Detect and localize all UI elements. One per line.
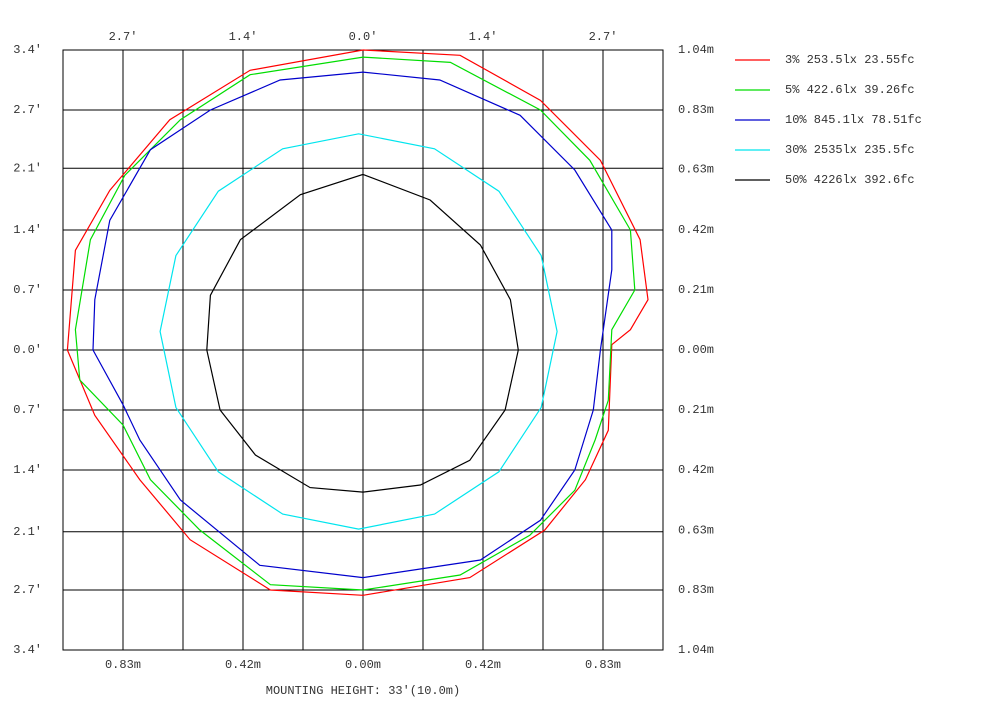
x2-tick-label: 0.83m: [585, 658, 621, 672]
x-tick-label: 0.0': [349, 30, 378, 44]
isolux-contour: [92, 71, 613, 579]
y2-tick-label: 0.83m: [678, 583, 714, 597]
y2-tick-label: 0.21m: [678, 403, 714, 417]
x2-tick-label: 0.42m: [225, 658, 261, 672]
legend-label: 3% 253.5lx 23.55fc: [785, 53, 915, 67]
y2-tick-label: 0.42m: [678, 463, 714, 477]
legend-label: 30% 2535lx 235.5fc: [785, 143, 915, 157]
y-tick-label: 0.7': [13, 283, 42, 297]
y-tick-label: 2.1': [13, 161, 42, 175]
y2-tick-label: 0.42m: [678, 223, 714, 237]
x-axis-label: MOUNTING HEIGHT: 33'(10.0m): [266, 684, 460, 698]
x2-tick-label: 0.00m: [345, 658, 381, 672]
isolux-contour: [74, 56, 636, 591]
x2-tick-label: 0.42m: [465, 658, 501, 672]
y2-tick-label: 0.00m: [678, 343, 714, 357]
x-tick-label: 2.7': [589, 30, 618, 44]
y2-tick-label: 1.04m: [678, 43, 714, 57]
y-tick-label: 0.0': [13, 343, 42, 357]
y-tick-label: 1.4': [13, 463, 42, 477]
y2-tick-label: 0.21m: [678, 283, 714, 297]
y-tick-label: 3.4': [13, 43, 42, 57]
legend-label: 5% 422.6lx 39.26fc: [785, 83, 915, 97]
y2-tick-label: 0.63m: [678, 524, 714, 538]
x2-tick-label: 0.83m: [105, 658, 141, 672]
y-tick-label: 3.4': [13, 643, 42, 657]
y-tick-label: 0.7': [13, 403, 42, 417]
y2-tick-label: 1.04m: [678, 643, 714, 657]
x-tick-label: 1.4': [469, 30, 498, 44]
x-tick-label: 1.4': [229, 30, 258, 44]
y2-tick-label: 0.63m: [678, 163, 714, 177]
legend-label: 50% 4226lx 392.6fc: [785, 173, 915, 187]
y-tick-label: 1.4': [13, 223, 42, 237]
y-tick-label: 2.7': [13, 103, 42, 117]
legend-label: 10% 845.1lx 78.51fc: [785, 113, 922, 127]
y2-tick-label: 0.83m: [678, 103, 714, 117]
y-tick-label: 2.1': [13, 525, 42, 539]
isolux-contour: [206, 173, 519, 493]
isolux-contour: [66, 49, 649, 596]
isolux-contour: [159, 133, 558, 530]
y-tick-label: 2.7': [13, 583, 42, 597]
x-tick-label: 2.7': [109, 30, 138, 44]
